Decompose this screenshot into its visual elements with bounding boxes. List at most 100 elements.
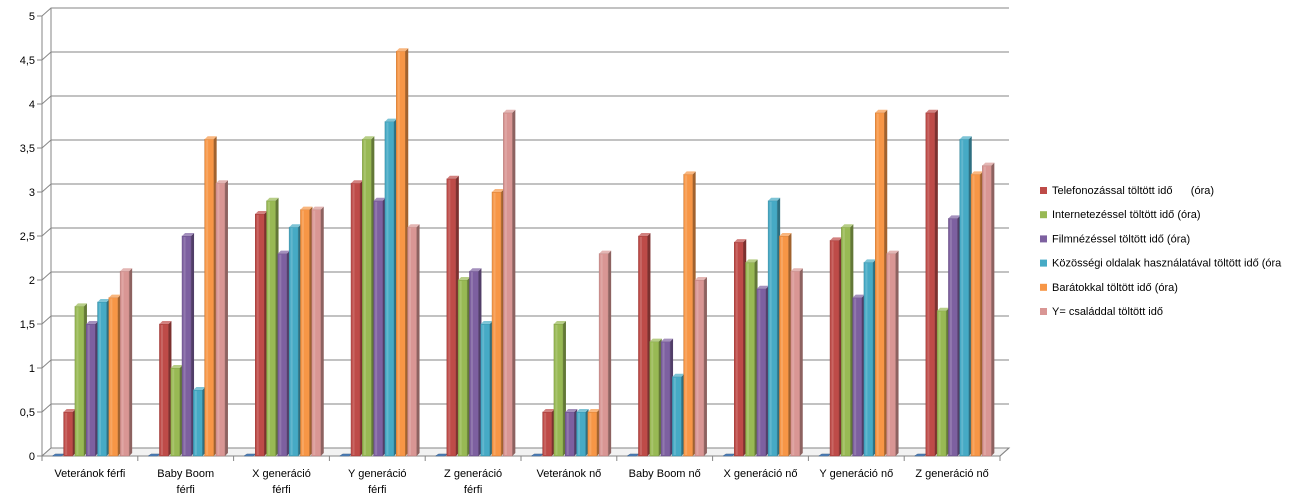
y-axis-tick-labels: 0 0,5 1 1,5 2 2,5 3 3,5 4 4,5 5 bbox=[20, 11, 35, 463]
bar-top bbox=[204, 136, 217, 140]
bar-highlight bbox=[397, 52, 400, 455]
bar-top bbox=[492, 189, 505, 192]
bar-top bbox=[694, 277, 707, 280]
bar-highlight bbox=[87, 325, 90, 455]
bar-front bbox=[255, 213, 265, 457]
bar-highlight bbox=[600, 254, 603, 455]
bar bbox=[587, 409, 600, 457]
bar-front bbox=[491, 191, 502, 457]
y-tick-label: 2,5 bbox=[20, 231, 35, 243]
bar-front bbox=[683, 174, 693, 457]
bar-side bbox=[129, 268, 133, 456]
bar-highlight bbox=[758, 289, 761, 455]
bar-top bbox=[458, 277, 471, 280]
bar-front bbox=[875, 112, 885, 457]
bar-top bbox=[779, 233, 792, 236]
bar-side bbox=[895, 250, 899, 456]
bar bbox=[396, 48, 409, 457]
bar-top bbox=[396, 48, 409, 52]
bar bbox=[446, 175, 459, 457]
bar bbox=[362, 136, 375, 457]
legend-entry: Y= családdal töltött idő bbox=[1040, 306, 1163, 318]
bar-highlight bbox=[301, 210, 304, 455]
bar-top bbox=[300, 206, 313, 210]
bar-front bbox=[734, 241, 744, 457]
bar-highlight bbox=[386, 122, 389, 455]
bar bbox=[86, 321, 99, 457]
bar-front bbox=[193, 389, 203, 457]
bar-top bbox=[86, 321, 99, 324]
bar-top bbox=[790, 268, 803, 272]
bar-front bbox=[970, 174, 981, 457]
floor-edge bbox=[999, 447, 1010, 457]
bar-top bbox=[215, 180, 228, 184]
bar-top bbox=[542, 409, 555, 412]
legend-label: Barátokkal töltött idő (óra) bbox=[1052, 282, 1178, 294]
bar bbox=[255, 211, 268, 457]
bar-highlight bbox=[268, 201, 271, 455]
bar-front bbox=[204, 138, 214, 457]
bar-highlight bbox=[99, 303, 102, 455]
bar-front bbox=[565, 411, 575, 457]
bar-front bbox=[74, 306, 85, 457]
legend-swatch bbox=[1040, 259, 1047, 267]
bar-top bbox=[661, 338, 674, 342]
bar-top bbox=[971, 171, 984, 175]
bar bbox=[457, 277, 471, 457]
bar-side bbox=[799, 268, 803, 456]
bar-top bbox=[886, 250, 899, 254]
bar-highlight bbox=[544, 413, 547, 455]
bar bbox=[204, 136, 217, 457]
bar-front bbox=[598, 253, 609, 457]
bar-highlight bbox=[65, 413, 68, 455]
bar-highlight bbox=[888, 254, 891, 455]
bar-highlight bbox=[927, 113, 930, 456]
bar bbox=[542, 409, 555, 457]
bar-top bbox=[959, 136, 972, 140]
bar-front bbox=[300, 209, 310, 457]
x-tick-label: Y generáció nő bbox=[819, 468, 893, 480]
bar-side bbox=[512, 109, 516, 457]
legend-swatch bbox=[1040, 211, 1047, 219]
bar bbox=[288, 224, 302, 457]
bar bbox=[469, 268, 482, 457]
bar bbox=[694, 277, 707, 457]
bar-top bbox=[830, 237, 843, 241]
bar-front bbox=[119, 270, 130, 457]
legend-label: Telefonozással töltött idő (óra) bbox=[1052, 185, 1214, 197]
bar bbox=[756, 285, 769, 457]
y-tick-label: 2 bbox=[29, 275, 35, 287]
bar-front bbox=[959, 138, 969, 457]
y-tick-label: 3,5 bbox=[20, 143, 35, 155]
bar-front bbox=[108, 297, 119, 457]
bar bbox=[97, 299, 110, 457]
bar-highlight bbox=[482, 325, 485, 455]
bar-top bbox=[948, 215, 961, 219]
bar-front bbox=[503, 112, 513, 457]
bar bbox=[407, 224, 420, 457]
bar-top bbox=[373, 197, 386, 201]
bar-front bbox=[457, 279, 468, 457]
bar-front bbox=[407, 226, 417, 457]
bar-front bbox=[159, 323, 169, 457]
bar-highlight bbox=[747, 263, 750, 455]
x-tick-label: Baby Boom bbox=[157, 468, 214, 480]
bar-front bbox=[936, 310, 947, 457]
bar-highlight bbox=[172, 369, 175, 455]
legend-entry: Filmnézéssel töltött idő (óra) bbox=[1040, 233, 1190, 245]
bar-top bbox=[638, 233, 651, 236]
bar-top bbox=[576, 409, 589, 412]
bar bbox=[875, 109, 888, 457]
bar-highlight bbox=[194, 391, 197, 455]
bar-top bbox=[120, 268, 133, 272]
bar-highlight bbox=[685, 175, 688, 455]
bar-front bbox=[886, 253, 896, 457]
bar bbox=[672, 373, 685, 457]
bar-front bbox=[841, 226, 851, 457]
bar-front bbox=[925, 112, 936, 457]
x-tick-label: Veteránok férfi bbox=[54, 468, 125, 480]
bar-top bbox=[852, 294, 865, 298]
bar-top bbox=[289, 224, 302, 228]
legend-swatch bbox=[1040, 235, 1047, 243]
bar-side bbox=[608, 250, 612, 456]
